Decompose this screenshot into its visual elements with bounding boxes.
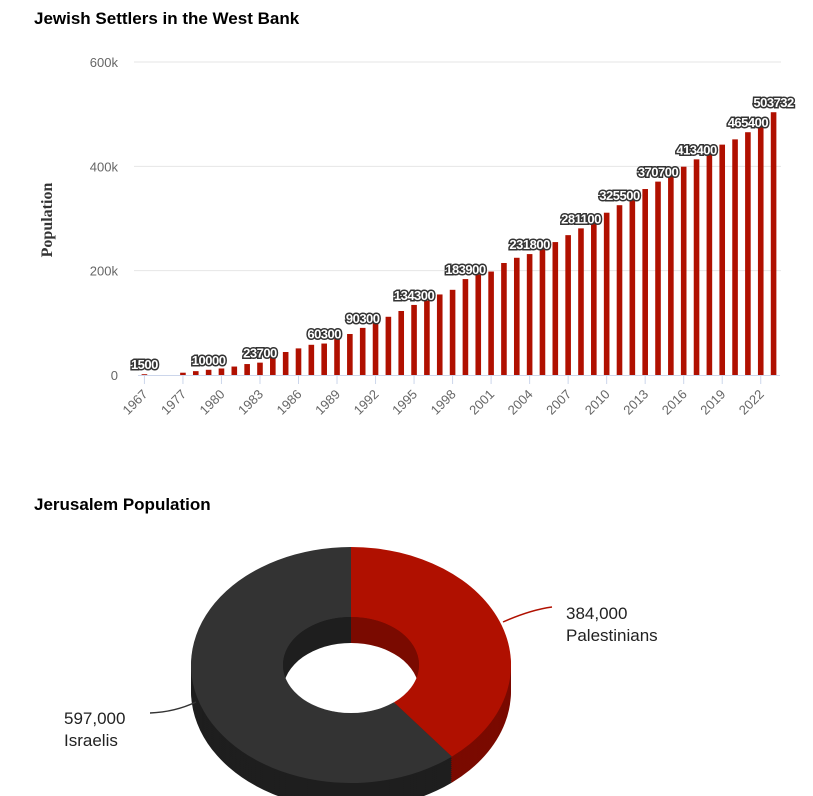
data-label: 465400 xyxy=(728,115,769,130)
bar xyxy=(513,257,520,375)
bar xyxy=(282,351,289,375)
bar xyxy=(668,173,674,375)
bar xyxy=(424,300,430,375)
slice-palestinians xyxy=(351,547,512,757)
value-label-palestinians: 384,000 xyxy=(566,604,627,623)
name-label-israelis: Israelis xyxy=(64,731,118,750)
bar-chart-title: Jewish Settlers in the West Bank xyxy=(34,9,300,28)
data-label: 325500 xyxy=(599,188,640,203)
data-label: 1500 xyxy=(131,357,158,372)
bar xyxy=(398,310,405,375)
bar xyxy=(526,254,533,375)
value-label-israelis: 597,000 xyxy=(64,709,125,728)
bar xyxy=(205,369,212,375)
y-tick-label: 400k xyxy=(90,159,119,174)
y-tick-label: 0 xyxy=(111,368,118,383)
bar xyxy=(603,212,610,375)
bar xyxy=(257,362,263,375)
bar xyxy=(218,368,225,375)
bar xyxy=(655,181,661,375)
bar xyxy=(462,279,469,375)
bar xyxy=(180,372,186,375)
y-tick-label: 200k xyxy=(90,264,119,279)
y-tick-label: 600k xyxy=(90,55,119,70)
bar xyxy=(745,132,751,375)
bar xyxy=(578,228,584,375)
bar xyxy=(642,189,648,375)
bar xyxy=(552,242,559,375)
bar xyxy=(449,289,456,375)
bar xyxy=(539,247,546,375)
bar xyxy=(475,274,482,375)
bar xyxy=(616,205,623,375)
data-label: 231800 xyxy=(509,237,550,252)
bar xyxy=(347,333,353,375)
bar xyxy=(192,371,199,375)
bar xyxy=(141,374,148,375)
data-label: 503732 xyxy=(753,95,794,110)
bar xyxy=(308,344,315,375)
bar xyxy=(693,159,700,375)
bar xyxy=(436,294,443,375)
data-label: 10000 xyxy=(192,353,226,368)
data-label: 413400 xyxy=(676,142,717,157)
bar xyxy=(757,124,764,375)
bar xyxy=(680,166,687,375)
bar xyxy=(244,364,250,375)
data-label: 281100 xyxy=(561,211,601,226)
bar xyxy=(719,144,726,375)
pie-chart-title: Jerusalem Population xyxy=(34,495,211,514)
bar xyxy=(295,348,302,375)
bar xyxy=(334,338,340,375)
data-label: 370700 xyxy=(638,165,679,180)
bar xyxy=(565,235,571,375)
hole-floor xyxy=(283,643,419,713)
bar xyxy=(231,366,238,375)
bar xyxy=(270,356,276,375)
bar xyxy=(321,343,327,375)
bar xyxy=(629,196,636,375)
bar xyxy=(359,327,366,375)
bar xyxy=(372,322,379,375)
name-label-palestinians: Palestinians xyxy=(566,626,658,645)
bar xyxy=(488,271,494,375)
data-label: 23700 xyxy=(243,346,277,361)
bar xyxy=(501,262,507,375)
y-axis-label: Population xyxy=(39,183,56,258)
bar xyxy=(770,112,777,376)
bar xyxy=(411,304,417,375)
bar xyxy=(385,316,392,375)
bar xyxy=(591,220,597,375)
data-label: 183900 xyxy=(445,262,486,277)
bar xyxy=(732,139,738,375)
data-label: 60300 xyxy=(307,327,341,342)
connector-palestinians xyxy=(502,606,553,623)
bar xyxy=(706,151,713,375)
data-label: 134300 xyxy=(394,288,435,303)
data-label: 90300 xyxy=(346,311,380,326)
connector-israelis xyxy=(149,701,197,714)
slice-israelis xyxy=(191,547,452,784)
